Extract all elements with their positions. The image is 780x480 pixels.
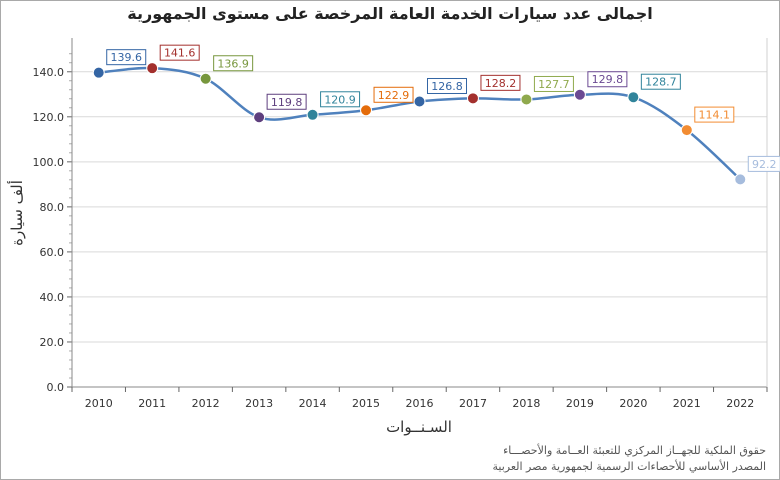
data-label-box — [159, 44, 200, 61]
x-tick-label: 2012 — [192, 397, 220, 410]
x-tick-label: 2022 — [726, 397, 754, 410]
data-label: 128.7 — [640, 73, 681, 90]
x-axis-title: السـنــوات — [386, 418, 452, 436]
credit-copyright: حقوق الملكية للجهــاز المركزي للتعبئة ال… — [503, 444, 766, 457]
data-label-text: 120.9 — [324, 93, 356, 106]
data-label: 122.9 — [373, 86, 414, 103]
data-label: 114.1 — [694, 106, 735, 123]
data-label-text: 122.9 — [378, 89, 410, 102]
y-axis-title: ألف سيارة — [7, 180, 26, 246]
x-tick-label: 2020 — [619, 397, 647, 410]
data-point — [627, 91, 640, 104]
data-label-text: 92.2 — [752, 158, 777, 171]
data-point — [306, 108, 319, 121]
data-label: 126.8 — [427, 77, 467, 94]
data-point — [253, 111, 266, 124]
data-label-box — [480, 74, 521, 91]
data-label-text: 139.6 — [110, 51, 142, 64]
data-point — [680, 124, 693, 137]
y-tick-label: 0.0 — [47, 381, 65, 394]
data-point — [466, 92, 479, 105]
data-point — [146, 62, 159, 75]
x-tick-label: 2017 — [459, 397, 487, 410]
data-point — [199, 72, 212, 85]
data-label: 129.8 — [587, 71, 628, 88]
credit-source: المصدر الأساسي للأحصاءات الرسمية لجمهوري… — [492, 460, 766, 473]
data-label-box — [106, 49, 147, 66]
data-label-text: 129.8 — [592, 73, 624, 86]
data-point — [573, 88, 586, 101]
data-label-text: 141.6 — [164, 47, 196, 60]
data-label: 127.7 — [533, 75, 574, 92]
data-label-box — [747, 155, 780, 172]
x-tick-label: 2016 — [406, 397, 434, 410]
gridlines — [72, 71, 767, 343]
data-label-box — [533, 75, 574, 92]
data-label-box — [587, 71, 628, 88]
y-tick-label: 120.0 — [33, 111, 65, 124]
y-tick-label: 80.0 — [40, 201, 65, 214]
data-point — [734, 173, 747, 186]
data-label: 120.9 — [320, 91, 361, 108]
data-point — [360, 104, 373, 117]
data-label-text: 136.9 — [217, 57, 249, 70]
data-label-box — [320, 91, 361, 108]
data-label-box — [213, 55, 254, 72]
data-label-text: 114.1 — [699, 109, 731, 122]
data-label: 139.6 — [106, 49, 147, 66]
data-label: 128.2 — [480, 74, 521, 91]
x-tick-label: 2018 — [512, 397, 540, 410]
x-tick-label: 2010 — [85, 397, 113, 410]
data-label-text: 127.7 — [538, 78, 570, 91]
x-tick-label: 2021 — [673, 397, 701, 410]
y-tick-label: 140.0 — [33, 66, 65, 79]
data-label: 119.8 — [266, 93, 307, 110]
y-tick-label: 40.0 — [40, 291, 65, 304]
y-tick-label: 60.0 — [40, 246, 65, 259]
y-tick-label: 20.0 — [40, 336, 65, 349]
data-label-box — [373, 86, 414, 103]
data-point — [413, 95, 426, 108]
data-label-text: 128.7 — [645, 76, 677, 89]
data-point — [92, 66, 105, 79]
data-label-text: 128.2 — [485, 77, 517, 90]
x-tick-label: 2015 — [352, 397, 380, 410]
x-tick-label: 2011 — [138, 397, 166, 410]
data-label: 92.2 — [747, 155, 780, 172]
data-label-box — [266, 93, 307, 110]
data-label-box — [640, 73, 681, 90]
data-label: 141.6 — [159, 44, 200, 61]
axes: 0.0 20.0 40.0 60.0 80.0 100.0 120.0 140.0 2010 20… — [33, 38, 768, 410]
data-label: 136.9 — [213, 55, 254, 72]
x-tick-label: 2013 — [245, 397, 273, 410]
data-label-box — [427, 77, 467, 94]
data-points — [92, 62, 747, 186]
x-tick-label: 2019 — [566, 397, 594, 410]
y-tick-label: 100.0 — [33, 156, 65, 169]
data-labels: 139.6 141.6 136.9 119.8 120.9 122.9 126.8 128.2… — [106, 44, 780, 172]
x-tick-label: 2014 — [299, 397, 327, 410]
chart-title: اجمالى عدد سيارات الخدمة العامة المرخصة … — [127, 4, 653, 23]
data-label-text: 126.8 — [431, 80, 463, 93]
data-point — [520, 93, 533, 106]
data-label-text: 119.8 — [271, 96, 303, 109]
data-label-box — [694, 106, 735, 123]
